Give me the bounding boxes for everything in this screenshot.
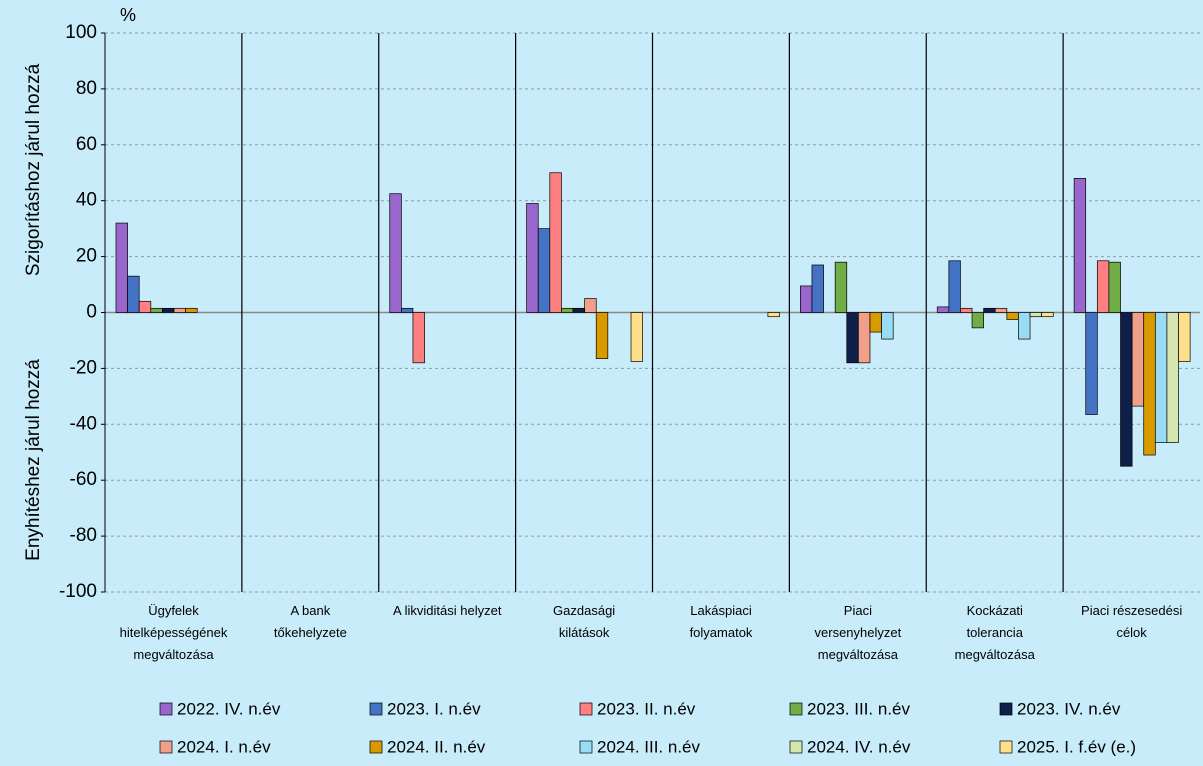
bar xyxy=(401,307,414,313)
bar xyxy=(846,312,859,364)
bar xyxy=(549,172,562,313)
bar xyxy=(572,307,585,313)
unit-label: % xyxy=(120,5,136,25)
bar xyxy=(811,264,824,313)
bar xyxy=(150,307,163,313)
bar xyxy=(115,222,128,313)
bar xyxy=(162,307,175,313)
y-axis-label-lower: Enyhítéshez járul hozzá xyxy=(23,359,44,561)
y-tick-label: -40 xyxy=(70,413,97,434)
y-tick-label: 60 xyxy=(76,134,97,155)
legend-label: 2024. IV. n.év xyxy=(807,737,911,756)
bar xyxy=(595,312,609,359)
legend-swatch xyxy=(999,702,1013,716)
bar xyxy=(1018,312,1031,340)
y-tick-label: 40 xyxy=(76,190,97,211)
bar xyxy=(869,312,882,333)
x-tick-label: Gazdasági kilátások xyxy=(553,603,616,640)
legend-swatch xyxy=(579,702,593,716)
x-tick-label: A bank tőkehelyzete xyxy=(273,603,347,640)
y-tick-label: 80 xyxy=(76,78,97,99)
y-tick-label: -100 xyxy=(59,581,97,602)
bar xyxy=(881,312,894,340)
bar xyxy=(971,312,984,329)
bar xyxy=(1085,312,1098,415)
bar xyxy=(526,203,539,313)
bar xyxy=(936,306,950,313)
legend-swatch xyxy=(369,702,383,716)
bar xyxy=(1166,312,1179,443)
y-tick-label: 100 xyxy=(65,22,97,43)
legend-swatch xyxy=(579,740,593,754)
bar xyxy=(767,312,780,318)
bar xyxy=(960,307,973,313)
bar xyxy=(1096,260,1110,313)
bar xyxy=(173,307,186,313)
legend-label: 2023. III. n.év xyxy=(807,699,911,718)
bar xyxy=(1143,312,1156,456)
legend-swatch xyxy=(369,740,383,754)
bar xyxy=(561,307,574,313)
bar xyxy=(1073,177,1087,313)
legend-label: 2024. III. n.év xyxy=(597,737,701,756)
x-tick-label: Lakáspiaci folyamatok xyxy=(689,603,753,640)
legend-swatch xyxy=(789,702,803,716)
legend-label: 2024. I. n.év xyxy=(177,737,271,756)
bar xyxy=(1029,312,1043,318)
legend-swatch xyxy=(159,702,173,716)
bar xyxy=(1108,261,1121,313)
legend-swatch xyxy=(999,740,1013,754)
legend-swatch xyxy=(789,740,803,754)
x-tick-label: Piaci versenyhelyzet megváltozása xyxy=(814,603,902,662)
y-tick-label: 0 xyxy=(86,302,97,323)
y-tick-label: -80 xyxy=(70,525,97,546)
bar xyxy=(800,285,813,313)
bar xyxy=(412,312,425,364)
legend-label: 2023. I. n.év xyxy=(387,699,481,718)
bar xyxy=(1131,312,1145,407)
bar xyxy=(948,260,961,313)
bar xyxy=(983,307,996,313)
bar xyxy=(127,275,140,313)
legend-label: 2025. I. f.év (e.) xyxy=(1017,737,1136,756)
legend-label: 2023. IV. n.év xyxy=(1017,699,1121,718)
bar xyxy=(858,312,871,364)
legend-label: 2023. II. n.év xyxy=(597,699,696,718)
y-tick-label: 20 xyxy=(76,246,97,267)
bar xyxy=(389,193,402,313)
y-tick-label: -20 xyxy=(70,357,97,378)
y-tick-label: -60 xyxy=(70,469,97,490)
bar xyxy=(1006,312,1019,320)
x-tick-label: Kockázati tolerancia megváltozása xyxy=(954,603,1035,662)
bar xyxy=(138,300,152,313)
x-tick-label: Ügyfelek hitelképességének megváltozása xyxy=(119,603,228,662)
x-tick-label: Piaci részesedési célok xyxy=(1081,603,1183,640)
bar xyxy=(1178,312,1191,362)
legend-label: 2024. II. n.év xyxy=(387,737,486,756)
legend-swatch xyxy=(159,740,173,754)
bar xyxy=(1041,312,1054,318)
y-axis-label-upper: Szigorításhoz járul hozzá xyxy=(23,63,44,276)
bar xyxy=(630,312,643,362)
bar xyxy=(537,228,551,313)
bar xyxy=(994,307,1008,313)
bar xyxy=(1120,312,1133,467)
legend-label: 2022. IV. n.év xyxy=(177,699,281,718)
bar xyxy=(1154,312,1168,443)
x-tick-label: A likviditási helyzet xyxy=(393,603,502,618)
bar xyxy=(584,298,597,313)
bar xyxy=(185,307,198,313)
bar xyxy=(834,261,848,313)
